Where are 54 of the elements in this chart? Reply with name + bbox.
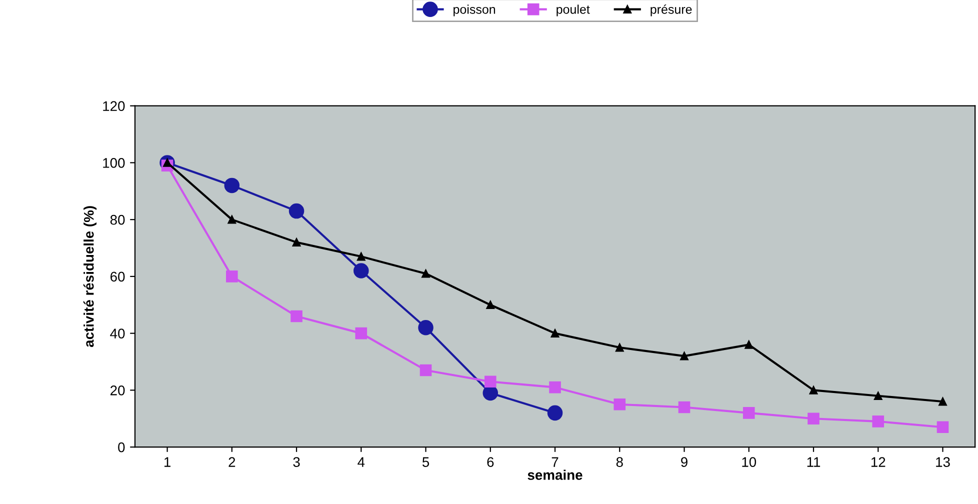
x-tick-label: 11 — [807, 457, 820, 467]
point — [938, 397, 947, 406]
point — [742, 407, 755, 419]
point — [356, 252, 366, 261]
point — [354, 263, 369, 278]
point — [550, 329, 560, 338]
point — [874, 392, 882, 400]
x-tick-label: 3 — [293, 457, 300, 467]
point — [422, 269, 430, 278]
y-tick-label: 100 — [103, 158, 125, 168]
y-tick-label: 80 — [110, 214, 125, 225]
point — [486, 300, 495, 310]
y-tick-label: 0 — [118, 442, 125, 452]
y-tick-label: 120 — [103, 101, 125, 112]
x-tick-label: 2 — [228, 457, 236, 467]
point — [808, 412, 820, 425]
point — [936, 421, 949, 434]
point — [420, 364, 432, 376]
point — [355, 327, 368, 340]
y-tick-label: 60 — [110, 272, 125, 282]
point — [418, 320, 434, 336]
point — [680, 352, 688, 360]
y-tick-label: 20 — [110, 386, 125, 396]
point — [484, 376, 496, 388]
x-tick-label: 7 — [552, 457, 558, 467]
point — [224, 178, 240, 194]
y-tick-label: 40 — [110, 328, 125, 338]
point — [615, 343, 624, 352]
x-tick-label: 10 — [742, 457, 756, 467]
point — [292, 238, 301, 246]
point — [226, 270, 238, 282]
x-tick-label: 13 — [936, 457, 950, 467]
legend-label: poisson — [454, 4, 496, 16]
point — [290, 310, 302, 322]
y-axis-title: activité résiduelle (%) — [83, 206, 97, 348]
x-tick-label: 4 — [358, 457, 365, 467]
point — [872, 416, 884, 428]
point — [228, 215, 236, 224]
x-axis-title: semaine — [528, 470, 582, 480]
point — [744, 340, 754, 349]
x-tick-label: 8 — [616, 457, 623, 467]
x-tick-label: 6 — [487, 457, 494, 467]
point — [614, 398, 626, 410]
x-tick-label: 9 — [681, 457, 688, 467]
point — [549, 381, 561, 394]
x-tick-label: 12 — [871, 457, 886, 467]
point — [678, 401, 690, 414]
point — [547, 405, 563, 421]
legend-label: présure — [650, 4, 692, 16]
x-tick-label: 5 — [422, 457, 430, 467]
point — [288, 203, 304, 219]
legend-label: poulet — [556, 4, 590, 16]
x-tick-label: 1 — [164, 457, 170, 467]
point — [809, 386, 818, 394]
